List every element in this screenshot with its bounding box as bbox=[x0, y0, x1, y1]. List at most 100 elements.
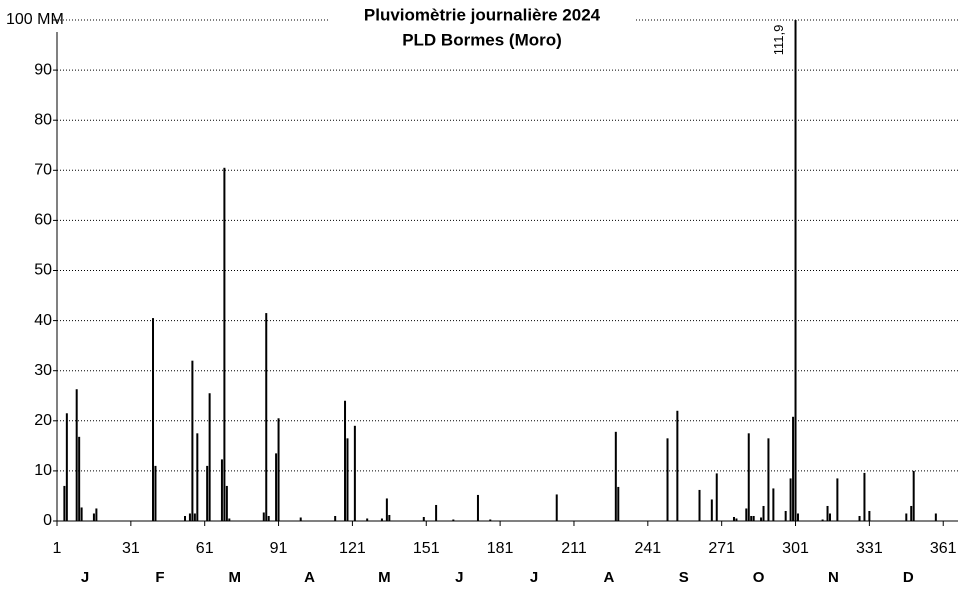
bar bbox=[75, 389, 78, 521]
x-tick-label: 271 bbox=[708, 540, 735, 557]
bar bbox=[698, 489, 701, 521]
x-tick-label: 121 bbox=[339, 540, 366, 557]
y-tick-label: 20 bbox=[34, 412, 52, 429]
bar bbox=[380, 518, 383, 521]
bar bbox=[905, 513, 908, 521]
bar bbox=[784, 510, 787, 521]
month-label: M bbox=[228, 569, 241, 586]
bar bbox=[794, 20, 797, 522]
bar bbox=[196, 433, 199, 521]
month-label: O bbox=[753, 569, 765, 586]
bar bbox=[792, 416, 795, 521]
bar bbox=[732, 516, 735, 521]
grid bbox=[57, 19, 958, 472]
bar bbox=[262, 512, 265, 521]
bar bbox=[65, 413, 68, 521]
x-tick-label: 61 bbox=[196, 540, 214, 557]
bar bbox=[676, 410, 679, 521]
value-label: 111,9 bbox=[771, 25, 786, 56]
bar bbox=[80, 507, 83, 521]
bar bbox=[277, 418, 280, 521]
bar bbox=[452, 519, 455, 521]
y-tick-label: 40 bbox=[34, 312, 52, 329]
bar bbox=[334, 515, 337, 521]
y-tick-label: 100 MM bbox=[6, 11, 64, 28]
y-tick-label: 50 bbox=[34, 262, 52, 279]
bar bbox=[772, 488, 775, 521]
bar bbox=[208, 393, 211, 521]
x-tick-label: 181 bbox=[487, 540, 514, 557]
bar bbox=[265, 313, 268, 521]
bar bbox=[191, 360, 194, 521]
bar bbox=[858, 515, 861, 521]
bar bbox=[863, 472, 866, 521]
bar bbox=[796, 513, 799, 521]
bar bbox=[344, 400, 347, 521]
x-tick-label: 241 bbox=[634, 540, 661, 557]
bar bbox=[489, 519, 492, 521]
axes: 0 10 20 30 40 50 60 70 80 90 100 MM 1 31 61 91 121 151 18… bbox=[6, 11, 958, 586]
bar bbox=[752, 515, 755, 521]
x-tick-label: 1 bbox=[53, 540, 62, 557]
bar bbox=[617, 486, 620, 521]
bar bbox=[63, 485, 66, 521]
bar bbox=[92, 513, 95, 521]
bar bbox=[78, 436, 81, 521]
bar bbox=[366, 518, 369, 521]
month-label: F bbox=[155, 569, 164, 586]
bar bbox=[476, 494, 479, 521]
bar bbox=[267, 515, 270, 521]
month-label: J bbox=[455, 569, 463, 586]
chart-title: Pluviomètrie journalière 2024 bbox=[364, 5, 601, 24]
x-tick-label: 31 bbox=[122, 540, 140, 557]
bar bbox=[346, 438, 349, 521]
bar bbox=[762, 505, 765, 521]
bar bbox=[353, 425, 356, 521]
y-tick-label: 0 bbox=[43, 512, 52, 529]
x-tick-label: 151 bbox=[413, 540, 440, 557]
bar bbox=[666, 438, 669, 521]
y-tick-label: 70 bbox=[34, 162, 52, 179]
bar bbox=[188, 513, 191, 521]
bar bbox=[910, 505, 913, 521]
x-tick-label: 361 bbox=[930, 540, 957, 557]
bar bbox=[220, 459, 223, 521]
x-tick-label: 211 bbox=[561, 540, 587, 557]
bar bbox=[821, 519, 824, 521]
month-label: N bbox=[828, 569, 839, 586]
month-label: D bbox=[903, 569, 914, 586]
bar bbox=[912, 470, 915, 521]
bar bbox=[223, 167, 226, 522]
bar bbox=[422, 516, 425, 521]
bar bbox=[710, 499, 713, 521]
month-label: S bbox=[679, 569, 689, 586]
bar bbox=[299, 517, 302, 521]
bar bbox=[789, 478, 792, 521]
title-background bbox=[330, 4, 635, 52]
x-tick-label: 301 bbox=[782, 540, 809, 557]
bar bbox=[184, 515, 187, 521]
x-tick-label: 91 bbox=[270, 540, 288, 557]
bar bbox=[836, 478, 839, 521]
bar bbox=[193, 513, 196, 521]
bar bbox=[555, 494, 558, 521]
bars bbox=[63, 20, 937, 522]
bar bbox=[767, 438, 770, 521]
bar bbox=[750, 515, 753, 521]
month-label: M bbox=[378, 569, 391, 586]
bar bbox=[934, 513, 937, 521]
bar bbox=[206, 465, 209, 521]
month-label: J bbox=[530, 569, 538, 586]
bar bbox=[275, 453, 278, 521]
bar bbox=[745, 508, 748, 521]
bar bbox=[385, 498, 388, 521]
x-tick-label: 331 bbox=[856, 540, 883, 557]
y-tick-label: 60 bbox=[34, 212, 52, 229]
month-label: J bbox=[81, 569, 89, 586]
bar bbox=[228, 518, 231, 521]
bar bbox=[826, 505, 829, 521]
bar bbox=[760, 517, 763, 521]
bar bbox=[868, 510, 871, 521]
bar bbox=[152, 318, 155, 521]
bar bbox=[225, 485, 228, 521]
